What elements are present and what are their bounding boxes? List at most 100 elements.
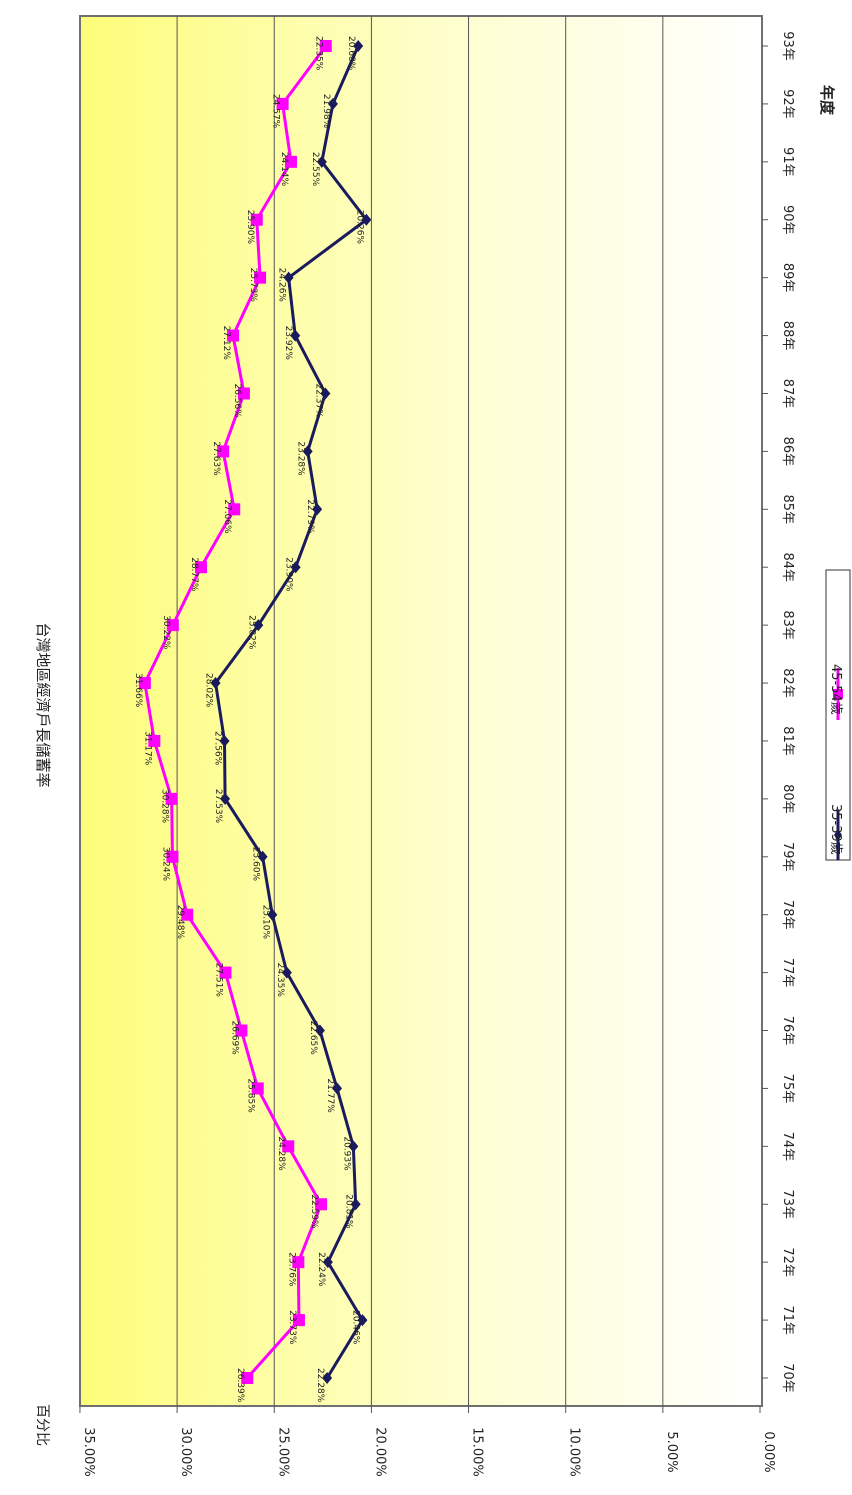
series-35-39-point <box>210 677 221 690</box>
legend-label-35-39: 35-39歲 <box>828 804 843 855</box>
series-45-54-point <box>241 1372 254 1384</box>
series-45-54-point <box>237 387 250 400</box>
series-35-39-data-label: 27.53% <box>213 789 223 824</box>
series-35-39-point <box>320 387 331 400</box>
series-35-39-data-label: 20.26% <box>354 210 364 245</box>
series-35-39-data-label: 23.90% <box>284 557 294 592</box>
series-35-39-point <box>353 40 364 52</box>
series-45-54-data-label: 27.51% <box>213 963 223 998</box>
series-45-54-data-label: 28.77% <box>189 557 199 592</box>
series-35-39-data-label: 22.28% <box>315 1368 325 1403</box>
series-35-39-point <box>361 213 372 226</box>
y-tick-label: 25.00% <box>275 1427 290 1477</box>
series-35-39-data-label: 20.93% <box>341 1136 351 1171</box>
x-tick-label: 78年 <box>780 900 795 930</box>
series-45-54-point <box>219 966 232 979</box>
x-tick-label: 75年 <box>780 1074 795 1104</box>
series-35-39-data-label: 24.35% <box>275 963 285 998</box>
series-layer: 22.28% 20.46% 22.24% 20.81% 20.93% 21.77% 22.6… <box>133 36 372 1403</box>
series-35-39-data-label: 22.24% <box>316 1252 326 1287</box>
series-45-54-data-label: 25.85% <box>246 1078 256 1113</box>
x-tick-label: 77年 <box>780 958 795 988</box>
series-35-39-data-label: 21.77% <box>325 1078 335 1113</box>
x-tick-label: 73年 <box>780 1189 795 1219</box>
series-35-39-data-label: 24.26% <box>277 268 287 303</box>
series-45-54-point <box>181 908 194 921</box>
series-35-39-data-label: 20.81% <box>344 1194 354 1229</box>
legend-label-45-54: 45-54歲 <box>828 664 843 715</box>
y-tick-label: 15.00% <box>470 1427 485 1477</box>
series-35-39-point <box>290 329 301 342</box>
series-45-54-data-label: 22.59% <box>309 1194 319 1229</box>
x-tick-label: 86年 <box>780 437 795 467</box>
series-35-39-data-label: 27.56% <box>213 731 223 766</box>
series-35-39-data-label: 25.82% <box>246 615 256 650</box>
series-45-54-point <box>251 1082 264 1095</box>
x-tick-label: 93年 <box>780 31 795 61</box>
series-35-39-data-label: 20.46% <box>350 1310 360 1345</box>
series-45-54-data-label: 26.56% <box>232 383 242 418</box>
series-45-54-data-label: 29.48% <box>175 905 185 940</box>
series-35-39-point <box>267 908 278 921</box>
series-45-54-point <box>228 503 241 516</box>
legend-marker-45-54 <box>833 689 843 699</box>
x-tick-label: 90年 <box>780 205 795 235</box>
series-45-54-point <box>292 1314 305 1327</box>
x-axis-title: 年度 <box>818 85 836 116</box>
series-35-39-point <box>332 1082 343 1095</box>
chart-title: 台灣地區經濟戶長儲蓄率 <box>34 622 52 787</box>
x-tick-label: 82年 <box>780 668 795 698</box>
y-axis-ticks: 0.00% 5.00% 10.00% 15.00% 20.00% 25.00% 30.00%… <box>81 1427 776 1477</box>
y-tick-label: 10.00% <box>567 1427 582 1477</box>
series-45-54-data-label: 23.73% <box>287 1310 297 1345</box>
series-45-54-point <box>282 1140 295 1153</box>
series-45-54-point <box>138 677 151 690</box>
series-35-39-point <box>283 271 294 284</box>
series-35-39-data-label: 23.28% <box>296 441 306 476</box>
x-tick-label: 85年 <box>780 495 795 525</box>
series-45-54-point <box>227 329 240 342</box>
series-35-39-data-label: 22.37% <box>313 383 323 418</box>
series-45-54-point <box>165 792 178 805</box>
series-45-54-data-label: 24.57% <box>271 94 281 129</box>
series-45-54-data-label: 23.76% <box>286 1252 296 1287</box>
series-35-39-point <box>322 1372 333 1384</box>
series-45-54-data-label: 24.28% <box>276 1136 286 1171</box>
series-35-39-data-label: 22.55% <box>310 152 320 187</box>
plot-background <box>79 15 763 1407</box>
series-45-54-data-label: 27.06% <box>222 499 232 534</box>
series-45-54-data-label: 30.28% <box>160 789 170 824</box>
series-45-54-data-label: 27.63% <box>211 441 221 476</box>
series-35-39-point <box>357 1314 368 1327</box>
y-tick-label: 35.00% <box>81 1427 96 1477</box>
series-45-54-data-label: 25.90% <box>245 210 255 245</box>
series-35-39-data-label: 23.92% <box>283 326 293 361</box>
series-35-39-point <box>322 1256 333 1269</box>
y-tick-label: 0.00% <box>761 1431 776 1472</box>
x-tick-label: 81年 <box>780 726 795 756</box>
x-tick-label: 74年 <box>780 1132 795 1162</box>
series-45-54-point <box>315 1198 328 1211</box>
legend-marker-35-39 <box>834 829 842 841</box>
series-45-54-data-label: 25.73% <box>248 268 258 303</box>
series-45-54-data-label: 27.12% <box>221 326 231 361</box>
series-35-39-point <box>302 445 313 458</box>
gridlines <box>79 16 761 1413</box>
series-35-39-point <box>327 97 338 110</box>
y-axis-title: 百分比 <box>34 1404 50 1446</box>
y-tick-label: 30.00% <box>178 1427 193 1477</box>
plot-area: 0.00% 5.00% 10.00% 15.00% 20.00% 25.00% 30.00%… <box>79 15 795 1477</box>
series-35-39-point <box>219 734 230 747</box>
series-45-54-point <box>250 213 263 226</box>
series-45-54-point <box>292 1256 305 1269</box>
series-35-39-point <box>348 1140 359 1153</box>
x-tick-label: 80年 <box>780 784 795 814</box>
series-45-54-data-label: 24.14% <box>279 152 289 187</box>
series-35-39-point <box>281 966 292 979</box>
series-45-54-point <box>148 734 161 747</box>
series-35-39-data-label: 25.60% <box>251 847 261 882</box>
series-35-39-data-label: 22.65% <box>308 1021 318 1056</box>
series-45-54-data-label: 30.22% <box>161 615 171 650</box>
series-35-39-data-label: 28.02% <box>204 673 214 708</box>
